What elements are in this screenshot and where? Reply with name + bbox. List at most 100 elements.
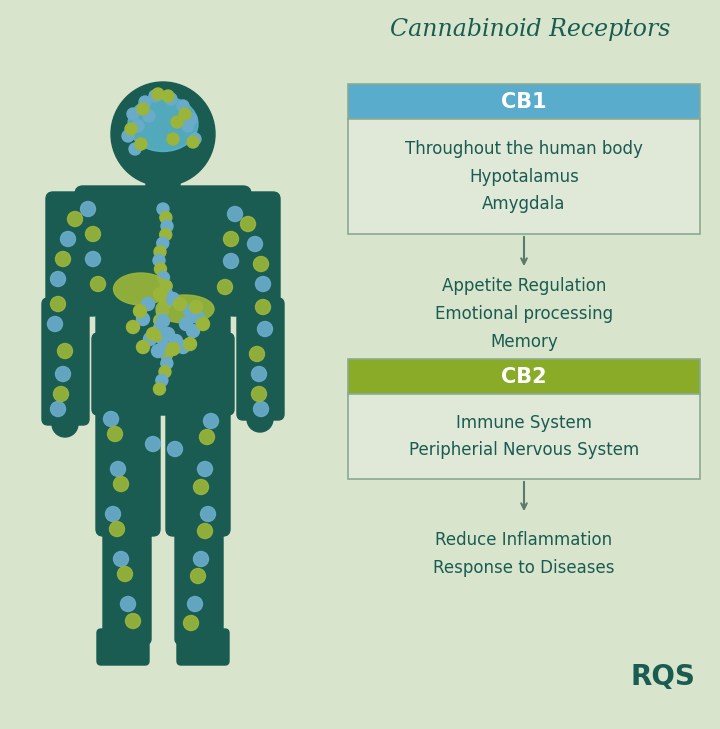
Circle shape <box>133 305 146 318</box>
Circle shape <box>153 287 166 300</box>
FancyBboxPatch shape <box>348 359 700 394</box>
Circle shape <box>156 306 168 318</box>
Circle shape <box>114 477 128 491</box>
Circle shape <box>199 429 215 445</box>
Circle shape <box>149 90 161 102</box>
FancyBboxPatch shape <box>97 629 149 665</box>
Circle shape <box>132 120 144 132</box>
Circle shape <box>68 211 83 227</box>
Circle shape <box>168 442 182 456</box>
Circle shape <box>110 461 125 477</box>
Circle shape <box>139 96 151 108</box>
Circle shape <box>160 229 171 241</box>
Text: Appetite Regulation
Emotional processing
Memory: Appetite Regulation Emotional processing… <box>435 277 613 351</box>
Circle shape <box>58 343 73 359</box>
Circle shape <box>258 321 272 337</box>
Circle shape <box>91 276 106 292</box>
Circle shape <box>192 311 204 324</box>
Circle shape <box>125 123 137 135</box>
Circle shape <box>137 103 149 115</box>
Circle shape <box>52 411 78 437</box>
Circle shape <box>125 614 140 628</box>
FancyBboxPatch shape <box>175 514 223 644</box>
Circle shape <box>169 335 182 348</box>
Circle shape <box>187 596 202 612</box>
Circle shape <box>256 300 271 314</box>
Circle shape <box>197 523 212 539</box>
Circle shape <box>155 332 167 343</box>
Circle shape <box>189 300 202 313</box>
Circle shape <box>161 348 172 361</box>
Circle shape <box>160 211 172 224</box>
Circle shape <box>107 426 122 442</box>
FancyBboxPatch shape <box>177 629 229 665</box>
Text: CB2: CB2 <box>501 367 546 386</box>
Ellipse shape <box>114 273 168 305</box>
Circle shape <box>161 357 173 370</box>
FancyBboxPatch shape <box>96 199 230 364</box>
Text: Cannabinoid Receptors: Cannabinoid Receptors <box>390 17 670 41</box>
Text: RQS: RQS <box>630 663 695 691</box>
Circle shape <box>204 413 218 429</box>
Circle shape <box>114 552 128 566</box>
Circle shape <box>153 323 165 335</box>
Circle shape <box>176 340 189 354</box>
Ellipse shape <box>156 295 214 323</box>
FancyBboxPatch shape <box>75 186 251 247</box>
Circle shape <box>177 100 189 112</box>
Circle shape <box>165 93 177 105</box>
FancyBboxPatch shape <box>348 394 700 479</box>
Circle shape <box>247 406 273 432</box>
Circle shape <box>157 203 169 215</box>
Circle shape <box>86 252 101 267</box>
Circle shape <box>171 116 183 128</box>
Circle shape <box>159 297 171 309</box>
Circle shape <box>106 507 120 521</box>
Circle shape <box>156 314 169 327</box>
FancyBboxPatch shape <box>237 298 284 420</box>
FancyBboxPatch shape <box>46 192 100 316</box>
Circle shape <box>154 246 166 258</box>
Circle shape <box>185 113 197 125</box>
Circle shape <box>162 90 174 102</box>
Circle shape <box>104 411 119 426</box>
FancyBboxPatch shape <box>92 333 234 415</box>
Circle shape <box>197 461 212 477</box>
Circle shape <box>145 437 161 451</box>
Circle shape <box>251 367 266 381</box>
Circle shape <box>166 292 179 305</box>
Circle shape <box>127 321 140 333</box>
Circle shape <box>248 236 263 252</box>
Circle shape <box>53 386 68 402</box>
Circle shape <box>194 480 209 494</box>
Circle shape <box>197 318 210 330</box>
FancyBboxPatch shape <box>348 84 700 119</box>
FancyBboxPatch shape <box>96 392 160 536</box>
Text: Immune System
Peripherial Nervous System: Immune System Peripherial Nervous System <box>409 413 639 459</box>
Circle shape <box>152 88 164 100</box>
Circle shape <box>194 552 209 566</box>
Circle shape <box>253 402 269 416</box>
Circle shape <box>155 263 166 275</box>
Circle shape <box>159 366 171 378</box>
Circle shape <box>111 82 215 186</box>
Circle shape <box>167 133 179 145</box>
Circle shape <box>253 257 269 271</box>
Circle shape <box>153 383 166 395</box>
Circle shape <box>240 217 256 232</box>
Circle shape <box>55 367 71 381</box>
Circle shape <box>179 318 192 330</box>
Circle shape <box>122 130 134 142</box>
Circle shape <box>143 110 155 122</box>
Circle shape <box>55 252 71 267</box>
Circle shape <box>129 143 141 155</box>
Circle shape <box>50 271 66 286</box>
Circle shape <box>256 276 271 292</box>
Circle shape <box>184 305 197 318</box>
Circle shape <box>161 289 173 301</box>
Circle shape <box>179 108 191 120</box>
Circle shape <box>86 227 101 241</box>
Circle shape <box>250 346 264 362</box>
Ellipse shape <box>128 96 198 152</box>
Circle shape <box>187 136 199 148</box>
